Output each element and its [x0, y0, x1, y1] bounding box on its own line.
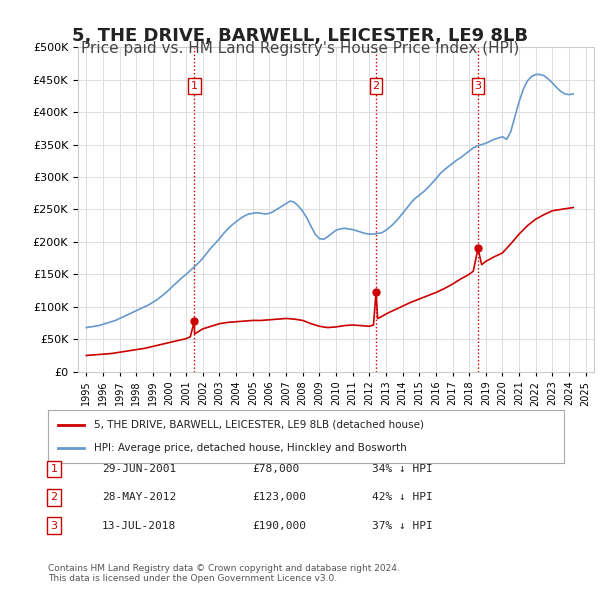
Text: 2: 2 — [50, 493, 58, 502]
Text: Contains HM Land Registry data © Crown copyright and database right 2024.
This d: Contains HM Land Registry data © Crown c… — [48, 563, 400, 583]
Text: £123,000: £123,000 — [252, 493, 306, 502]
Text: 28-MAY-2012: 28-MAY-2012 — [102, 493, 176, 502]
Text: 1: 1 — [191, 81, 198, 91]
Text: 37% ↓ HPI: 37% ↓ HPI — [372, 521, 433, 530]
Text: 5, THE DRIVE, BARWELL, LEICESTER, LE9 8LB (detached house): 5, THE DRIVE, BARWELL, LEICESTER, LE9 8L… — [94, 420, 424, 430]
Text: HPI: Average price, detached house, Hinckley and Bosworth: HPI: Average price, detached house, Hinc… — [94, 443, 407, 453]
Text: 3: 3 — [475, 81, 481, 91]
Text: Price paid vs. HM Land Registry's House Price Index (HPI): Price paid vs. HM Land Registry's House … — [81, 41, 519, 56]
Text: £78,000: £78,000 — [252, 464, 299, 474]
Text: 1: 1 — [50, 464, 58, 474]
Text: 29-JUN-2001: 29-JUN-2001 — [102, 464, 176, 474]
Text: 13-JUL-2018: 13-JUL-2018 — [102, 521, 176, 530]
Text: 3: 3 — [50, 521, 58, 530]
Text: £190,000: £190,000 — [252, 521, 306, 530]
Text: 34% ↓ HPI: 34% ↓ HPI — [372, 464, 433, 474]
Text: 5, THE DRIVE, BARWELL, LEICESTER, LE9 8LB: 5, THE DRIVE, BARWELL, LEICESTER, LE9 8L… — [72, 27, 528, 45]
Text: 42% ↓ HPI: 42% ↓ HPI — [372, 493, 433, 502]
Text: 2: 2 — [373, 81, 380, 91]
